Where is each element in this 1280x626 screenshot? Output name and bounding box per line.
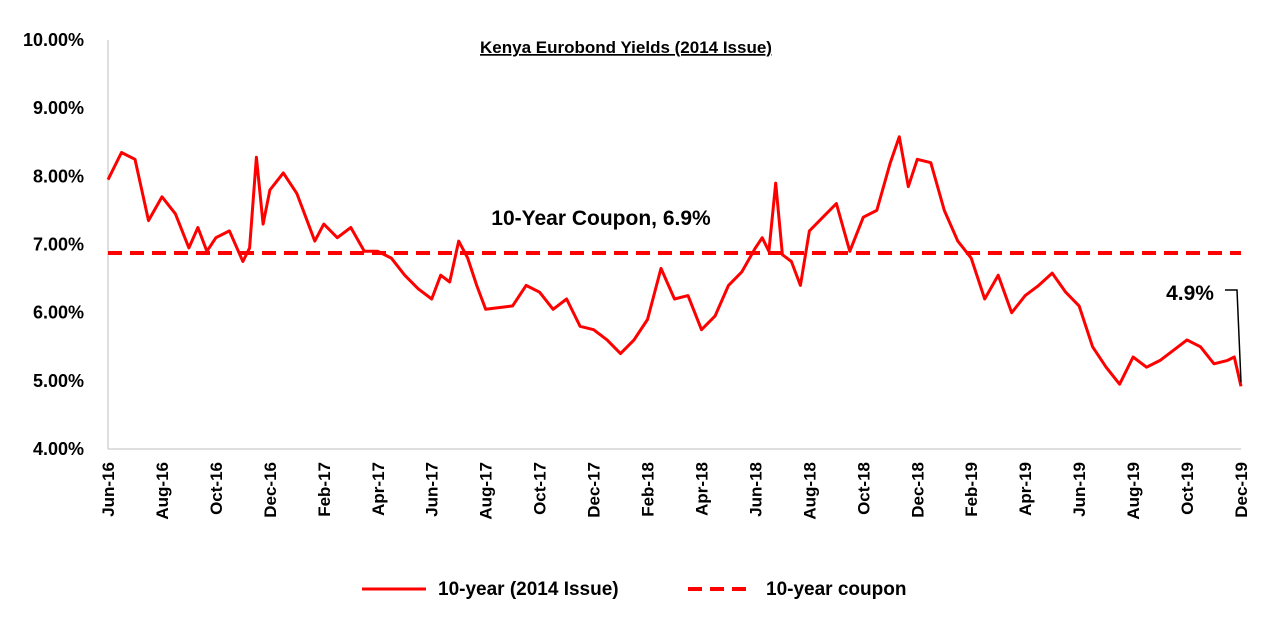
x-tick-label: Aug-16 (153, 462, 172, 520)
x-tick-label: Aug-17 (477, 462, 496, 520)
x-tick-label: Oct-18 (854, 462, 873, 515)
legend-label-10-year-2014-issue: 10-year (2014 Issue) (438, 579, 619, 600)
annotation-coupon-label: 10-Year Coupon, 6.9% (491, 207, 711, 230)
x-tick-label: Aug-19 (1124, 462, 1143, 520)
annotation-latest-value: 4.9% (1166, 282, 1214, 305)
x-tick-label: Oct-17 (531, 462, 550, 515)
annotation-leader-line (1225, 289, 1242, 383)
x-tick-label: Dec-17 (585, 462, 604, 518)
chart-title: Kenya Eurobond Yields (2014 Issue) (480, 38, 772, 57)
y-tick-label: 8.00% (33, 166, 84, 186)
series-line-10-year-2014-issue (106, 135, 1243, 387)
x-tick-label: Dec-16 (261, 462, 280, 518)
axes (107, 40, 1241, 450)
legend: 10-year (2014 Issue) 10-year coupon (362, 579, 906, 600)
x-tick-label: Apr-18 (692, 462, 711, 516)
x-tick-label: Jun-16 (99, 462, 118, 517)
y-tick-label: 4.00% (33, 439, 84, 459)
y-tick-label: 9.00% (33, 98, 84, 118)
x-tick-label: Feb-18 (639, 462, 658, 517)
x-tick-label: Oct-19 (1178, 462, 1197, 515)
x-tick-label: Apr-17 (369, 462, 388, 516)
x-tick-label: Dec-19 (1232, 462, 1251, 518)
y-tick-label: 6.00% (33, 303, 84, 323)
y-tick-labels: 4.00% 5.00% 6.00% 7.00% 8.00% 9.00% 10.00% (23, 30, 84, 459)
legend-label-10-year-coupon: 10-year coupon (766, 579, 906, 600)
x-tick-label: Oct-16 (207, 462, 226, 515)
x-tick-label: Apr-19 (1016, 462, 1035, 516)
x-tick-labels: Jun-16 Aug-16 Oct-16 Dec-16 Feb-17 Apr-17 Jun-… (99, 462, 1251, 520)
series-group (106, 135, 1243, 387)
x-tick-label: Jun-18 (746, 462, 765, 517)
x-tick-label: Feb-17 (315, 462, 334, 517)
annotations: 10-Year Coupon, 6.9% 4.9% (491, 207, 1242, 383)
y-tick-label: 7.00% (33, 235, 84, 255)
x-tick-label: Jun-19 (1070, 462, 1089, 517)
x-tick-label: Aug-18 (800, 462, 819, 520)
x-tick-label: Jun-17 (423, 462, 442, 517)
x-tick-label: Dec-18 (908, 462, 927, 518)
x-tick-label: Feb-19 (962, 462, 981, 517)
y-tick-label: 10.00% (23, 30, 84, 50)
y-tick-label: 5.00% (33, 371, 84, 391)
